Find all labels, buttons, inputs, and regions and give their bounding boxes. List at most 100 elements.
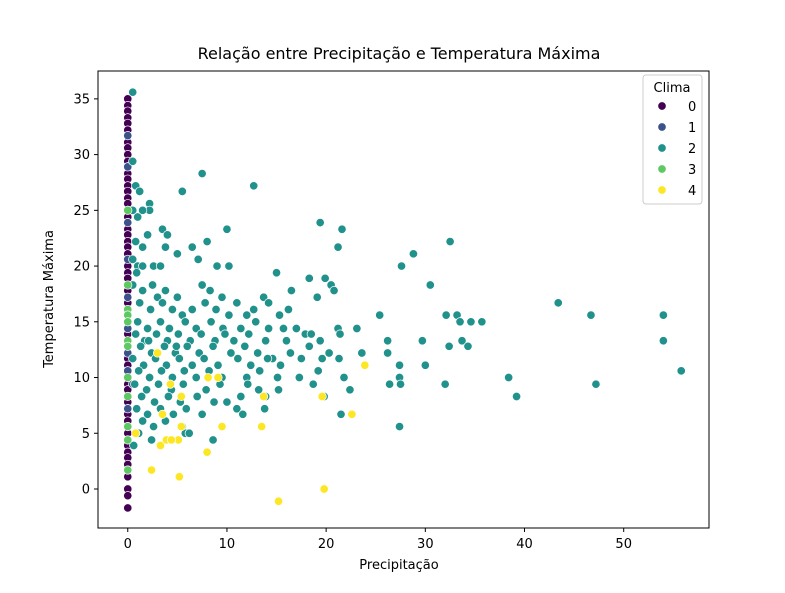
data-point [156,366,167,376]
data-point [212,261,222,271]
data-point [131,329,141,339]
data-point [180,317,190,327]
x-tick-label: 50 [615,537,632,552]
data-point [135,186,145,196]
legend-marker [657,143,667,153]
data-point [213,360,223,370]
data-point [274,310,285,320]
data-point [466,317,476,327]
data-point [273,496,284,506]
data-point [306,329,316,339]
data-point [196,329,206,339]
data-point [138,261,148,271]
data-point [176,391,186,402]
data-point [128,87,138,97]
x-axis: 0 10 20 30 40 50 [124,528,632,552]
data-point [455,317,465,327]
data-point [445,236,455,247]
data-point [143,230,153,240]
data-point [224,261,234,271]
data-point [123,465,133,475]
data-point [222,224,232,234]
data-point [249,304,259,315]
data-point [335,329,345,339]
data-point [155,317,166,327]
x-tick-label: 30 [417,537,434,552]
data-point [174,472,184,482]
data-point [123,491,133,501]
data-point [329,286,339,296]
data-point [658,336,668,346]
legend: Clima 0 1 2 3 4 [642,74,703,205]
data-point [165,379,175,389]
data-point [275,360,286,370]
data-point [152,348,163,358]
data-point [130,379,140,389]
data-point [164,323,174,334]
data-point [160,286,170,296]
data-point [206,317,216,327]
data-point [226,348,236,358]
series-1 [123,131,138,414]
series-4 [131,348,370,506]
points-layer [123,87,686,513]
data-point [160,242,170,252]
data-point [244,329,254,339]
data-point [173,329,183,339]
legend-marker [657,122,667,132]
data-point [352,323,362,334]
legend-title: Clima [654,81,691,96]
data-point [187,360,197,370]
data-point [123,391,133,402]
data-point [200,298,210,308]
data-point [255,366,265,376]
y-tick-label: 20 [73,260,90,275]
legend-entry-label: 4 [688,184,696,199]
data-point [444,341,454,351]
data-point [224,310,234,320]
data-point [143,409,153,419]
data-point [151,329,162,339]
data-point [217,422,227,432]
y-tick-label: 30 [73,148,90,163]
data-point [319,484,329,494]
data-point [304,341,314,351]
data-point [291,323,301,334]
data-point [420,360,430,370]
data-point [167,304,177,315]
data-point [208,341,218,351]
data-point [283,304,293,315]
data-point [123,292,133,302]
data-point [123,422,133,432]
legend-marker [657,164,667,174]
data-point [463,341,473,351]
data-point [313,366,323,376]
data-point [129,440,139,451]
data-point [273,385,284,395]
chart-title: Relação entre Precipitação e Temperatura… [198,44,601,63]
data-point [128,254,138,264]
data-point [138,286,148,296]
data-point [128,156,138,166]
data-point [304,273,314,283]
legend-marker [657,101,667,111]
data-point [240,341,250,351]
data-point [586,310,596,320]
data-point [132,268,142,278]
data-point [147,465,157,475]
data-point [136,341,146,351]
data-point [278,323,289,334]
data-point [199,354,209,364]
data-point [477,317,487,327]
y-axis: 0 5 10 15 20 25 30 35 [73,92,98,497]
data-point [149,397,160,407]
data-point [317,391,327,402]
data-point [504,372,514,383]
data-point [133,212,143,222]
data-point [123,372,133,383]
data-point [395,379,406,389]
data-point [337,224,347,234]
data-point [163,391,173,402]
data-point [345,385,355,395]
data-point [357,348,367,358]
